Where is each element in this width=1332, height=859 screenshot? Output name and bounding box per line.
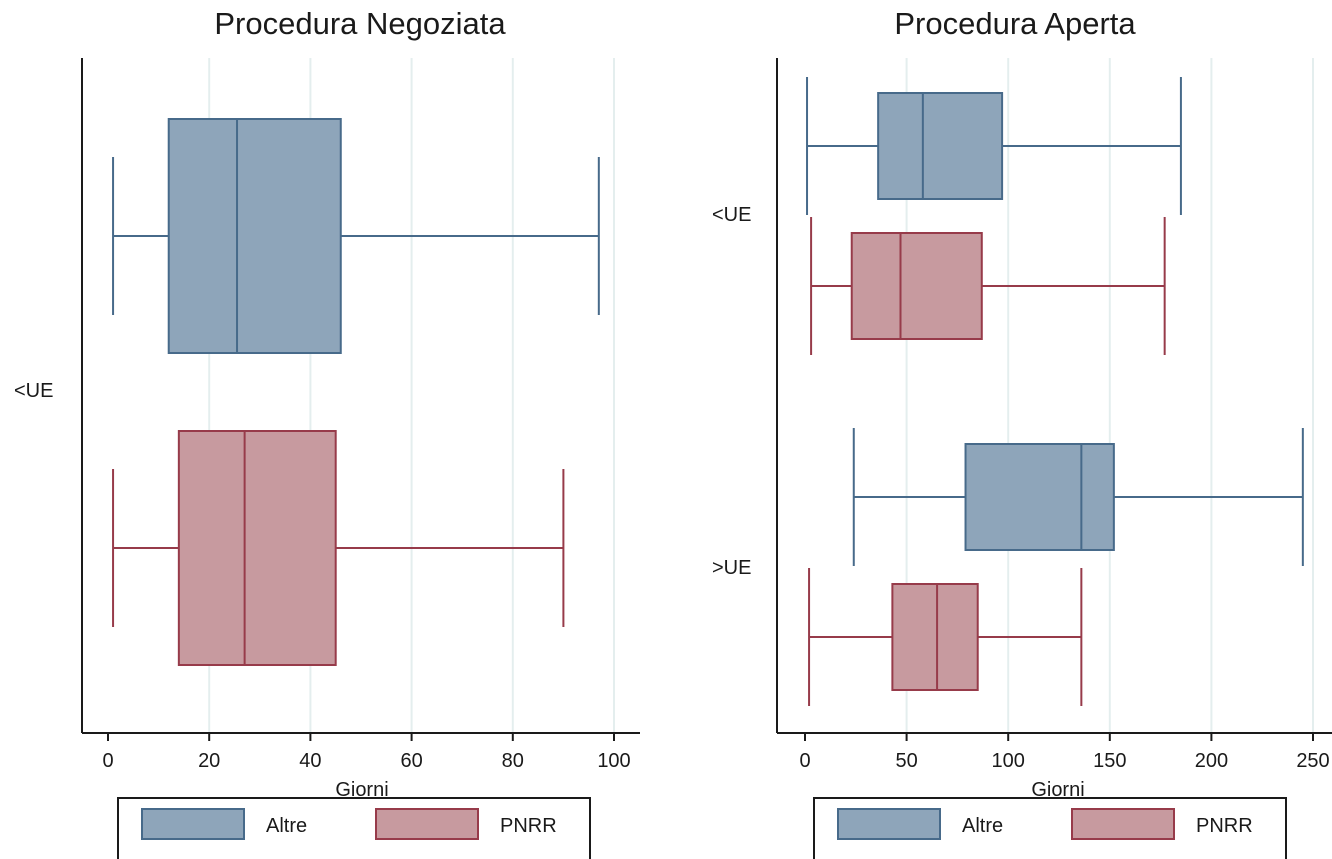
- box-iqr: [964, 443, 1115, 551]
- x-axis-label: Giorni: [335, 779, 388, 801]
- category-label: <UE: [712, 204, 751, 226]
- category-label: <UE: [14, 380, 53, 402]
- legend: Altre PNRR: [813, 797, 1287, 859]
- legend-swatch-altre: [141, 808, 245, 840]
- legend-swatch-pnrr: [375, 808, 479, 840]
- box-iqr: [177, 430, 337, 666]
- box-iqr: [891, 583, 979, 691]
- x-tick-label: 50: [895, 750, 917, 772]
- box-iqr: [850, 232, 983, 340]
- legend-label-altre: Altre: [962, 815, 1003, 837]
- x-tick-label: 200: [1195, 750, 1228, 772]
- x-axis-label: Giorni: [1031, 779, 1084, 801]
- panel-aperta: Procedura Aperta 0 50 100 150 200 250 Giorni <UE…: [712, 6, 1332, 859]
- box-pnrr: [810, 217, 1166, 355]
- x-tick-label: 60: [400, 750, 422, 772]
- panel-negoziata: Procedura Negoziata 0 20 40 60 80 100 Giorni <UE…: [14, 6, 640, 859]
- x-tick-label: 0: [102, 750, 113, 772]
- legend-swatch-pnrr: [1071, 808, 1175, 840]
- x-tick-label: 100: [597, 750, 630, 772]
- legend-swatch-altre: [837, 808, 941, 840]
- x-tick-label: 150: [1093, 750, 1126, 772]
- legend: Altre PNRR: [117, 797, 591, 859]
- legend-label-pnrr: PNRR: [1196, 815, 1253, 837]
- x-tick-label: 250: [1296, 750, 1329, 772]
- chart-title: Procedura Negoziata: [214, 6, 506, 41]
- box-iqr: [877, 92, 1004, 200]
- box-altre: [112, 118, 600, 354]
- category-label: >UE: [712, 557, 751, 579]
- box-pnrr: [112, 430, 565, 666]
- x-tick-label: 100: [992, 750, 1025, 772]
- box-altre: [806, 77, 1182, 215]
- legend-label-pnrr: PNRR: [500, 815, 557, 837]
- x-tick-label: 40: [299, 750, 321, 772]
- box-altre: [852, 428, 1304, 566]
- x-tick-label: 20: [198, 750, 220, 772]
- chart-title: Procedura Aperta: [894, 6, 1136, 41]
- legend-label-altre: Altre: [266, 815, 307, 837]
- x-tick-label: 0: [799, 750, 810, 772]
- x-tick-label: 80: [502, 750, 524, 772]
- box-pnrr: [808, 568, 1083, 706]
- box-iqr: [167, 118, 342, 354]
